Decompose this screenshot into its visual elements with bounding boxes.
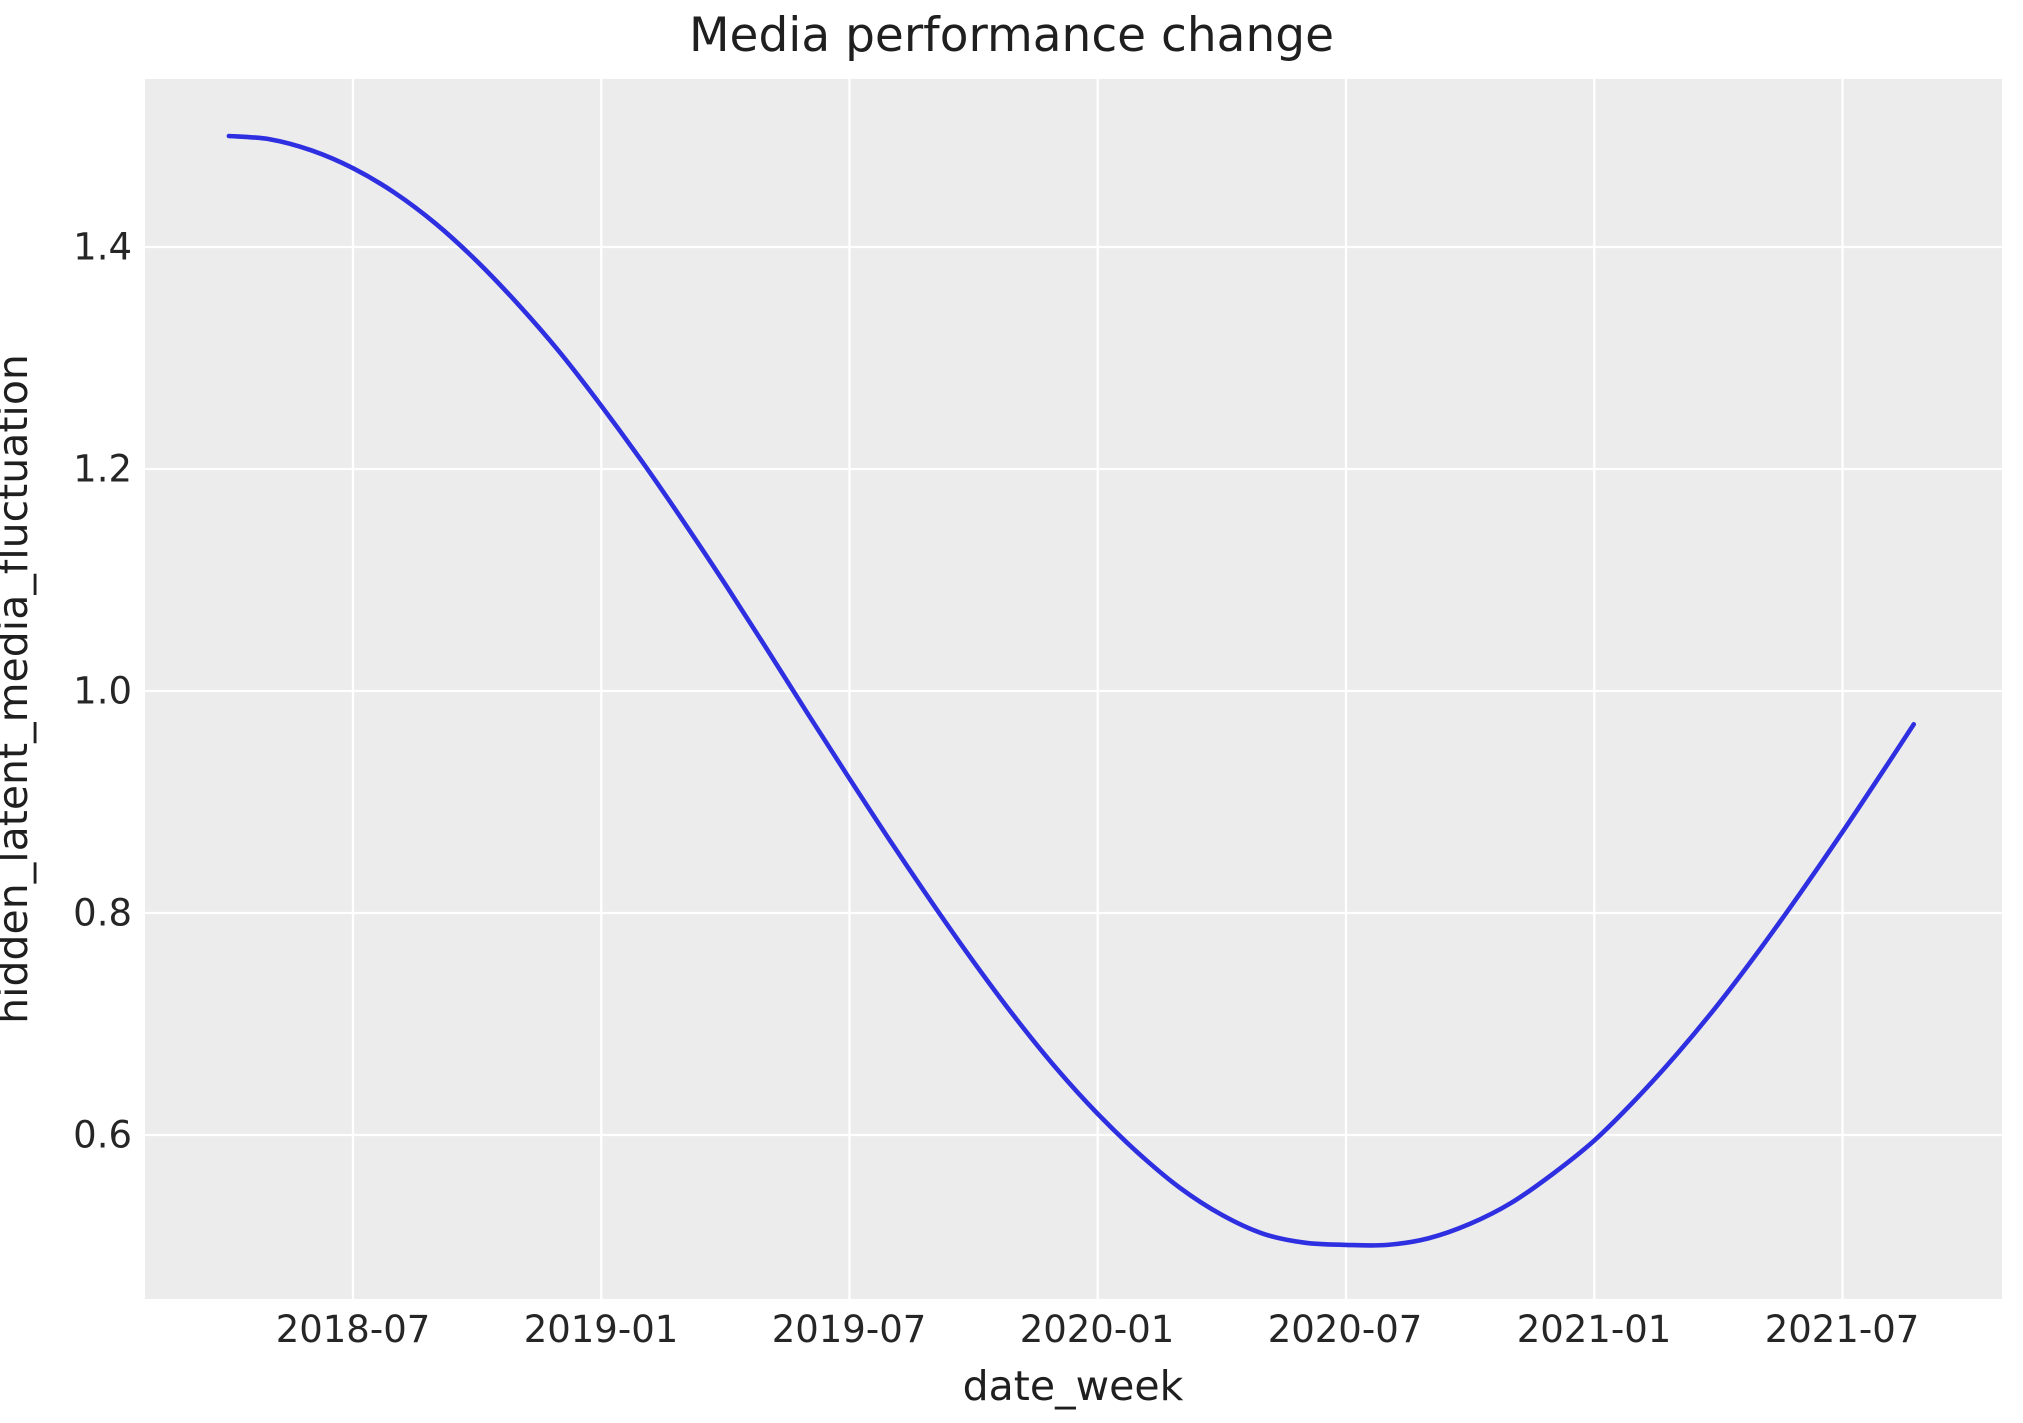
y-tick-label: 0.8 — [73, 891, 132, 935]
y-tick-label: 1.4 — [73, 225, 132, 269]
y-axis-label: hidden_latent_media_fluctuation — [0, 354, 37, 1024]
axes-area — [145, 79, 2002, 1299]
y-tick-label: 1.2 — [73, 447, 132, 491]
data-line — [226, 133, 1917, 1248]
plot-area — [145, 79, 2002, 1299]
x-tick-label: 2018-07 — [275, 1308, 431, 1351]
x-tick-label: 2019-07 — [771, 1308, 927, 1351]
chart-title: Media performance change — [688, 8, 1334, 63]
gridlines — [145, 79, 2002, 1299]
x-tick-label: 2019-01 — [523, 1308, 679, 1351]
y-tick-label: 0.6 — [73, 1113, 132, 1157]
x-tick-label: 2020-01 — [1019, 1308, 1175, 1351]
x-tick-label: 2021-01 — [1516, 1308, 1672, 1351]
x-tick-label: 2021-07 — [1764, 1308, 1920, 1351]
y-tick-label: 1.0 — [73, 669, 132, 713]
x-tick-label: 2020-07 — [1267, 1308, 1423, 1351]
x-axis-label: date_week — [962, 1362, 1184, 1410]
series-line — [226, 133, 1917, 1248]
